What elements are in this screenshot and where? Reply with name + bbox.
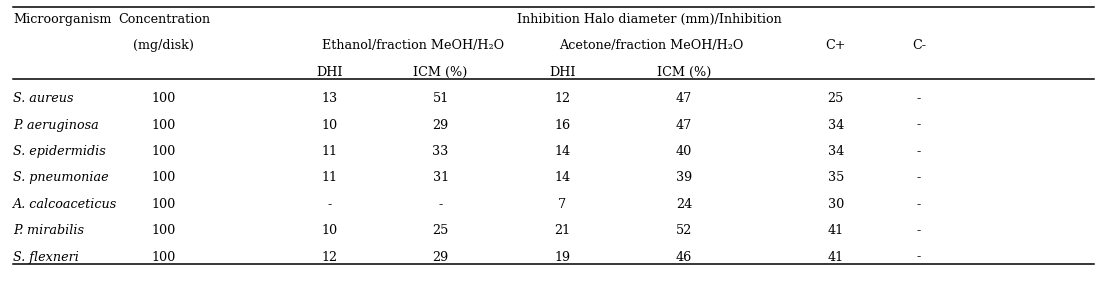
Text: P. mirabilis: P. mirabilis [13,224,84,237]
Text: Concentration: Concentration [117,13,210,26]
Text: 100: 100 [152,171,176,184]
Text: C-: C- [912,39,925,52]
Text: 40: 40 [676,145,692,158]
Text: 100: 100 [152,198,176,211]
Text: -: - [438,198,443,211]
Text: 52: 52 [676,224,692,237]
Text: DHI: DHI [549,66,576,79]
Text: P. aeruginosa: P. aeruginosa [13,119,99,131]
Text: ICM (%): ICM (%) [656,66,712,79]
Text: S. epidermidis: S. epidermidis [13,145,106,158]
Text: A. calcoaceticus: A. calcoaceticus [13,198,117,211]
Text: -: - [917,251,921,263]
Text: 29: 29 [433,119,448,131]
Text: S. pneumoniae: S. pneumoniae [13,171,108,184]
Text: -: - [917,92,921,105]
Text: -: - [917,198,921,211]
Text: 31: 31 [433,171,448,184]
Text: 51: 51 [433,92,448,105]
Text: -: - [917,119,921,131]
Text: DHI: DHI [317,66,343,79]
Text: 25: 25 [433,224,448,237]
Text: 41: 41 [828,224,844,237]
Text: 100: 100 [152,224,176,237]
Text: (mg/disk): (mg/disk) [133,39,195,52]
Text: Acetone/fraction MeOH/H₂O: Acetone/fraction MeOH/H₂O [559,39,743,52]
Text: 14: 14 [555,145,570,158]
Text: 24: 24 [676,198,692,211]
Text: -: - [917,145,921,158]
Text: -: - [917,224,921,237]
Text: 100: 100 [152,145,176,158]
Text: Ethanol/fraction MeOH/H₂O: Ethanol/fraction MeOH/H₂O [322,39,504,52]
Text: 47: 47 [676,119,692,131]
Text: C+: C+ [826,39,846,52]
Text: 100: 100 [152,119,176,131]
Text: 12: 12 [322,251,338,263]
Text: 33: 33 [433,145,448,158]
Text: 100: 100 [152,251,176,263]
Text: 100: 100 [152,92,176,105]
Text: 25: 25 [828,92,844,105]
Text: 47: 47 [676,92,692,105]
Text: 29: 29 [433,251,448,263]
Text: 13: 13 [322,92,338,105]
Text: 19: 19 [555,251,570,263]
Text: 11: 11 [322,171,338,184]
Text: 30: 30 [828,198,844,211]
Text: 21: 21 [555,224,570,237]
Text: S. flexneri: S. flexneri [13,251,80,263]
Text: -: - [917,171,921,184]
Text: 34: 34 [828,119,844,131]
Text: Inhibition Halo diameter (mm)/Inhibition: Inhibition Halo diameter (mm)/Inhibition [517,13,782,26]
Text: 46: 46 [676,251,692,263]
Text: 7: 7 [558,198,567,211]
Text: S. aureus: S. aureus [13,92,74,105]
Text: 35: 35 [828,171,844,184]
Text: Microorganism: Microorganism [13,13,112,26]
Text: 12: 12 [555,92,570,105]
Text: 41: 41 [828,251,844,263]
Text: 11: 11 [322,145,338,158]
Text: -: - [328,198,332,211]
Text: 14: 14 [555,171,570,184]
Text: 10: 10 [322,224,338,237]
Text: 16: 16 [555,119,570,131]
Text: ICM (%): ICM (%) [413,66,468,79]
Text: 10: 10 [322,119,338,131]
Text: 34: 34 [828,145,844,158]
Text: 39: 39 [676,171,692,184]
